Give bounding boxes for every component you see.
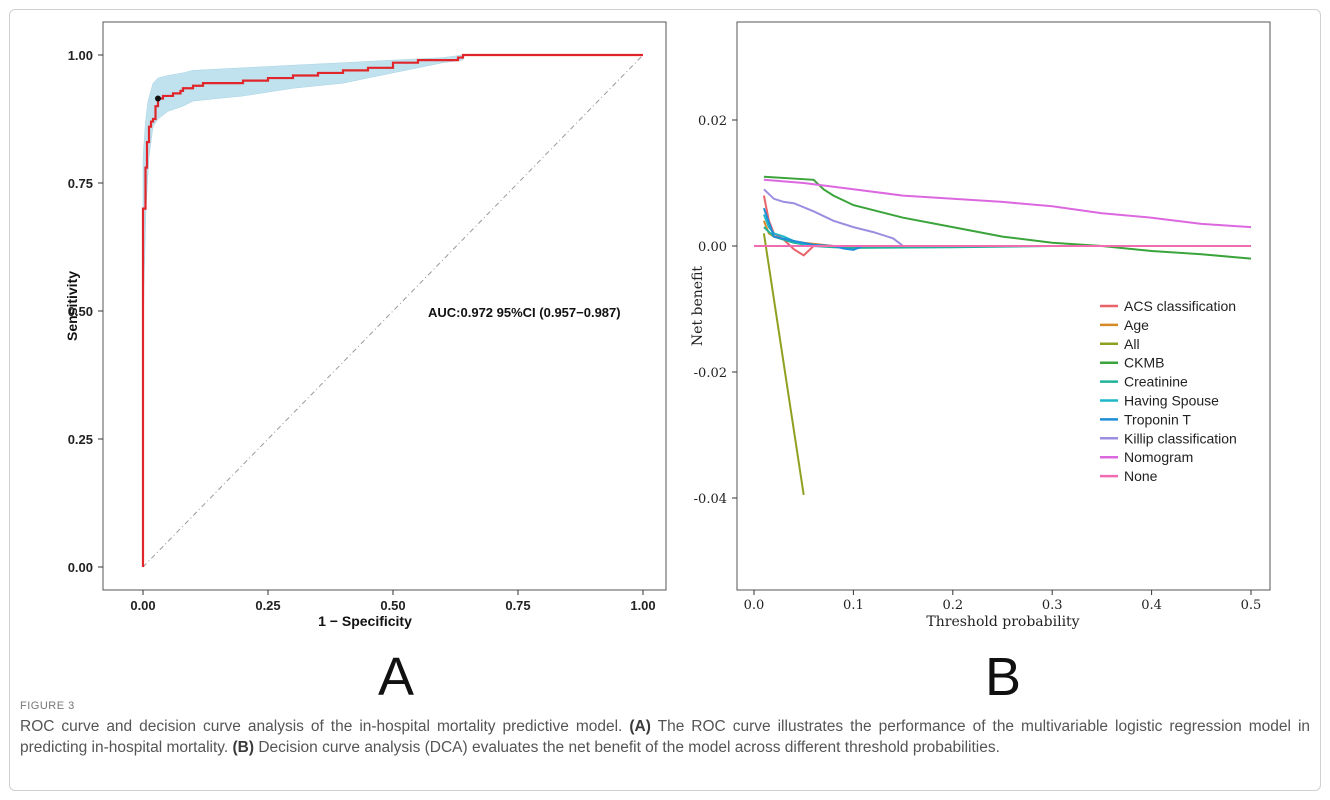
figure-charts: 0.00 0.25 0.50 0.75 1.00 0.00 0.25 0.50 0.75 1.00… xyxy=(64,21,1271,700)
roc-diagonal xyxy=(142,54,644,568)
dca-y-tick-label: -0.02 xyxy=(694,366,727,381)
legend-label: Killip classification xyxy=(1124,430,1237,446)
roc-auc-annotation: AUC:0.972 95%CI (0.957−0.987) xyxy=(428,305,621,320)
dca-line-ckmb xyxy=(763,175,1252,260)
roc-axes: 0.00 0.25 0.50 0.75 1.00 0.00 0.25 0.50 0.75 1.00 xyxy=(68,48,656,613)
roc-y-tick-label: 0.00 xyxy=(68,560,93,575)
roc-panel: 0.00 0.25 0.50 0.75 1.00 0.00 0.25 0.50 0.75 1.00… xyxy=(64,21,667,700)
dca-series xyxy=(754,175,1252,496)
dca-y-tick-label: -0.04 xyxy=(694,492,727,507)
roc-curve xyxy=(141,53,643,567)
dca-line-killip xyxy=(763,188,1251,247)
panel-letter-a: A xyxy=(378,647,414,700)
roc-ci-band xyxy=(142,54,464,363)
dca-y-axis-label: Net benefit xyxy=(690,266,706,346)
legend-label: CKMB xyxy=(1124,355,1164,371)
dca-plot-border xyxy=(736,21,1271,591)
caption-b-text: Decision curve analysis (DCA) evaluates … xyxy=(258,739,1000,756)
roc-y-tick-label: 0.75 xyxy=(68,176,93,191)
roc-y-tick-label: 0.25 xyxy=(68,432,93,447)
dca-line-nomogram xyxy=(763,178,1252,229)
panel-letter-b: B xyxy=(985,647,1021,700)
dca-y-tick-label: 0.00 xyxy=(698,240,727,255)
legend-label: Creatinine xyxy=(1124,374,1188,390)
dca-x-axis-label: Threshold probability xyxy=(926,614,1079,630)
caption-a-text: The ROC curve illustrates the performanc… xyxy=(20,718,1311,756)
dca-x-tick-label: 0.5 xyxy=(1241,598,1262,613)
roc-x-tick-label: 0.00 xyxy=(130,598,155,613)
figure-caption: ROC curve and decision curve analysis of… xyxy=(20,716,1310,758)
roc-x-tick-label: 1.00 xyxy=(630,598,655,613)
legend-label: Nomogram xyxy=(1124,449,1193,465)
dca-x-tick-label: 0.0 xyxy=(744,598,765,613)
roc-y-tick-label: 0.50 xyxy=(68,304,93,319)
dca-line-all xyxy=(762,233,805,496)
caption-b-tag: (B) xyxy=(232,739,255,756)
dca-x-tick-label: 0.2 xyxy=(942,598,963,613)
legend-label: All xyxy=(1124,336,1140,352)
legend-label: Age xyxy=(1124,317,1149,333)
roc-x-tick-label: 0.50 xyxy=(380,598,405,613)
dca-y-tick-label: 0.02 xyxy=(698,114,727,129)
legend-label: ACS classification xyxy=(1124,298,1236,314)
roc-x-tick-label: 0.25 xyxy=(255,598,280,613)
dca-x-tick-label: 0.3 xyxy=(1042,598,1063,613)
roc-optimal-point xyxy=(155,95,161,102)
roc-plot-border xyxy=(102,21,667,591)
legend-label: Having Spouse xyxy=(1124,393,1219,409)
roc-y-axis-label: Sensitivity xyxy=(64,271,80,341)
dca-x-tick-label: 0.4 xyxy=(1141,598,1162,613)
dca-axes: 0.0 0.1 0.2 0.3 0.4 0.5 -0.04 -0.02 0.00 0.02 xyxy=(694,114,1262,613)
roc-x-tick-label: 0.75 xyxy=(505,598,530,613)
roc-y-tick-label: 1.00 xyxy=(68,48,93,63)
figure-label: FIGURE 3 xyxy=(20,700,75,712)
dca-panel: 0.0 0.1 0.2 0.3 0.4 0.5 -0.04 -0.02 0.00 0.02 ACS… xyxy=(690,21,1271,700)
roc-x-axis-label: 1 − Specificity xyxy=(318,613,412,629)
caption-a-tag: (A) xyxy=(629,718,651,735)
legend-label: None xyxy=(1124,468,1158,484)
figure-frame xyxy=(9,9,1321,791)
caption-lead: ROC curve and decision curve analysis of… xyxy=(20,718,623,735)
legend-label: Troponin T xyxy=(1124,411,1191,427)
dca-legend: ACS classification Age All CKMB Creatinine Ha… xyxy=(1100,298,1237,484)
dca-x-tick-label: 0.1 xyxy=(843,598,864,613)
